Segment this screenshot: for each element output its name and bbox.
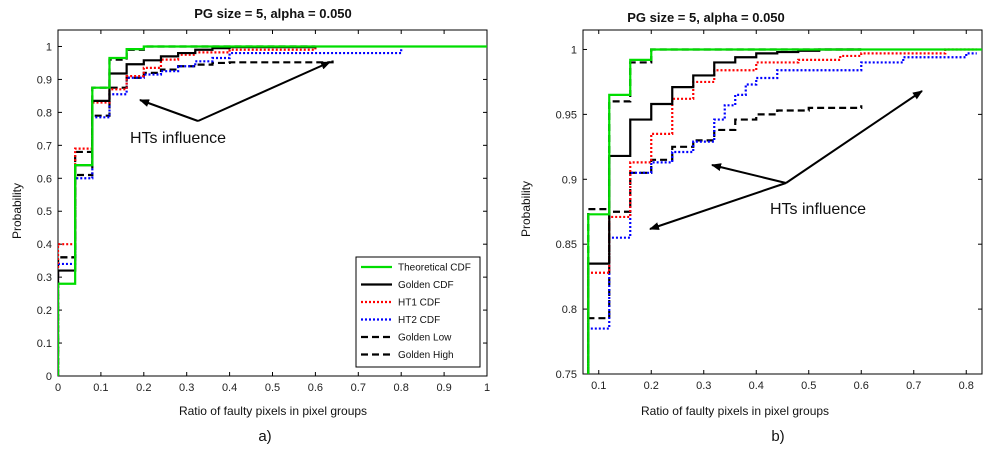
- x-tick-label: 0.4: [749, 380, 764, 392]
- series-line-ht1-cdf: [58, 48, 317, 376]
- x-tick-label: 0.6: [854, 380, 869, 392]
- series-line-golden-low: [587, 105, 863, 374]
- x-tick-label: 0.6: [308, 382, 323, 394]
- x-tick-label: 0.5: [801, 380, 816, 392]
- x-tick-label: 0.1: [591, 380, 606, 392]
- y-tick-label: 0.6: [37, 173, 52, 185]
- y-tick-label: 0.4: [37, 239, 52, 251]
- chart-a-x-axis-label: Ratio of faulty pixels in pixel groups: [179, 404, 367, 418]
- y-tick-label: 0.2: [37, 305, 52, 317]
- y-tick-label: 0.9: [562, 174, 577, 186]
- x-tick-label: 0.3: [179, 382, 194, 394]
- series-line-golden-low: [58, 60, 334, 376]
- x-tick-label: 0.4: [222, 382, 237, 394]
- y-tick-label: 0.85: [556, 239, 577, 251]
- chart-b-title: PG size = 5, alpha = 0.050: [627, 10, 785, 25]
- legend-label: HT1 CDF: [398, 298, 440, 309]
- legend-label: Theoretical CDF: [398, 263, 471, 274]
- x-tick-label: 0.7: [906, 380, 921, 392]
- chart-b-arrow-1: [711, 163, 787, 184]
- legend-label: Golden Low: [398, 333, 452, 344]
- series-line-golden-cdf: [587, 48, 862, 374]
- series-line-theoretical-cdf: [58, 45, 487, 376]
- chart-b-arrow-3: [785, 90, 923, 184]
- legend-label: Golden High: [398, 350, 454, 361]
- y-tick-label: 0.5: [37, 206, 52, 218]
- chart-a-y-axis-label: Probability: [10, 183, 24, 239]
- x-tick-label: 0.5: [265, 382, 280, 394]
- x-tick-label: 0.3: [696, 380, 711, 392]
- x-tick-label: 0.8: [394, 382, 409, 394]
- chart-b-arrow-2: [649, 182, 787, 230]
- y-tick-label: 0.3: [37, 272, 52, 284]
- chart-b-y-axis-label: Probability: [519, 181, 533, 237]
- series-line-ht2-cdf: [58, 48, 403, 376]
- chart-a-plot-area: 0 0.1 0.2 0.3 0.4 0.5 0.6 0.7 0.8 0.9 1 0 0.1 0.2 0.3 0…: [37, 29, 490, 394]
- y-tick-label: 0.75: [556, 369, 577, 381]
- chart-a-title: PG size = 5, alpha = 0.050: [194, 6, 352, 21]
- x-tick-label: 0: [55, 382, 61, 394]
- chart-a-arrow-right: [197, 61, 331, 122]
- chart-a-arrow-left: [139, 99, 199, 122]
- chart-b-x-axis-label: Ratio of faulty pixels in pixel groups: [641, 404, 829, 418]
- plot-frame: [582, 29, 983, 375]
- x-tick-label: 0.7: [351, 382, 366, 394]
- y-tick-label: 0.8: [562, 304, 577, 316]
- chart-a-legend: Theoretical CDF Golden CDF HT1 CDF HT2 CDF G…: [355, 256, 481, 368]
- y-tick-label: 0.8: [37, 107, 52, 119]
- x-tick-label: 0.9: [436, 382, 451, 394]
- x-tick-label: 0.1: [93, 382, 108, 394]
- y-tick-label: 0: [46, 371, 52, 383]
- x-tick-label: 1: [484, 382, 490, 394]
- x-tick-label: 0.8: [959, 380, 974, 392]
- legend-box: [355, 256, 481, 368]
- chart-b-panel-label: b): [771, 428, 784, 445]
- chart-a-annotation: HTs influence: [130, 130, 226, 147]
- x-tick-label: 0.2: [644, 380, 659, 392]
- chart-a: PG size = 5, alpha = 0.050 0 0.1 0.2 0.3 0.4…: [10, 6, 490, 445]
- series-line-theoretical-cdf: [587, 48, 982, 374]
- y-tick-label: 0.95: [556, 109, 577, 121]
- y-tick-label: 1: [571, 44, 577, 56]
- chart-b-annotation: HTs influence: [770, 201, 866, 218]
- chart-b-plot-area: 0.1 0.2 0.3 0.4 0.5 0.6 0.7 0.8 0.75 0.8 0.85 0.9 0.…: [556, 29, 983, 392]
- legend-label: HT2 CDF: [398, 315, 440, 326]
- chart-a-panel-label: a): [258, 428, 271, 445]
- legend-label: Golden CDF: [398, 280, 454, 291]
- y-tick-label: 0.9: [37, 74, 52, 86]
- chart-b: PG size = 5, alpha = 0.050 0.1 0.2 0.3 0.4 0…: [519, 10, 983, 445]
- series-line-golden-high: [587, 48, 862, 374]
- y-tick-label: 0.1: [37, 338, 52, 350]
- y-tick-label: 0.7: [37, 140, 52, 152]
- y-tick-label: 1: [46, 41, 52, 53]
- x-tick-label: 0.2: [136, 382, 151, 394]
